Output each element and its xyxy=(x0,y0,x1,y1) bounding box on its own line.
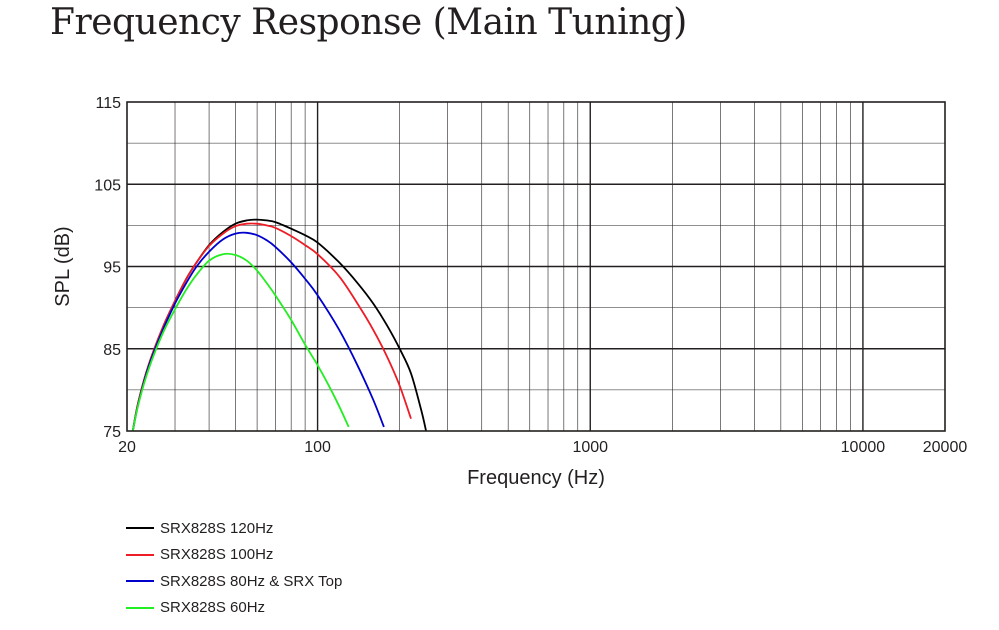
x-axis-label: Frequency (Hz) xyxy=(467,467,605,489)
legend-label: SRX828S 80Hz & SRX Top xyxy=(160,572,343,590)
y-tick-label: 95 xyxy=(103,260,121,277)
series-layer xyxy=(131,218,427,432)
legend-swatch xyxy=(126,606,154,609)
legend-item: SRX828S 80Hz & SRX Top xyxy=(126,568,342,595)
y-tick-label: 75 xyxy=(103,424,121,441)
legend-swatch xyxy=(126,553,154,556)
y-axis-label: SPL (dB) xyxy=(52,226,74,306)
series-line-4 xyxy=(131,252,350,432)
y-tick-label: 115 xyxy=(95,95,121,112)
legend-item: SRX828S 100Hz xyxy=(126,542,342,569)
legend-item: SRX828S 60Hz xyxy=(126,595,342,622)
legend-swatch xyxy=(126,527,154,530)
legend-item: SRX828S 120Hz xyxy=(126,515,342,542)
chart-title: Frequency Response (Main Tuning) xyxy=(50,2,687,43)
legend: SRX828S 120Hz SRX828S 100Hz SRX828S 80Hz &… xyxy=(126,515,342,621)
tick-labels: 20 100 1000 10000 20000 75 85 95 105 115 xyxy=(94,95,967,456)
grid-lines xyxy=(127,102,945,431)
x-tick-label: 20000 xyxy=(923,439,968,456)
x-tick-label: 20 xyxy=(118,439,136,456)
series-line-2 xyxy=(131,222,412,432)
legend-label: SRX828S 60Hz xyxy=(160,599,266,617)
series-line-3 xyxy=(131,231,385,432)
y-tick-label: 105 xyxy=(94,177,121,194)
legend-label: SRX828S 120Hz xyxy=(160,519,274,537)
x-tick-label: 1000 xyxy=(572,439,608,456)
x-tick-label: 100 xyxy=(304,439,331,456)
legend-swatch xyxy=(126,580,154,583)
y-tick-label: 85 xyxy=(103,342,121,359)
legend-label: SRX828S 100Hz xyxy=(160,546,274,564)
plot-frame xyxy=(126,101,946,432)
x-tick-label: 10000 xyxy=(841,439,886,456)
